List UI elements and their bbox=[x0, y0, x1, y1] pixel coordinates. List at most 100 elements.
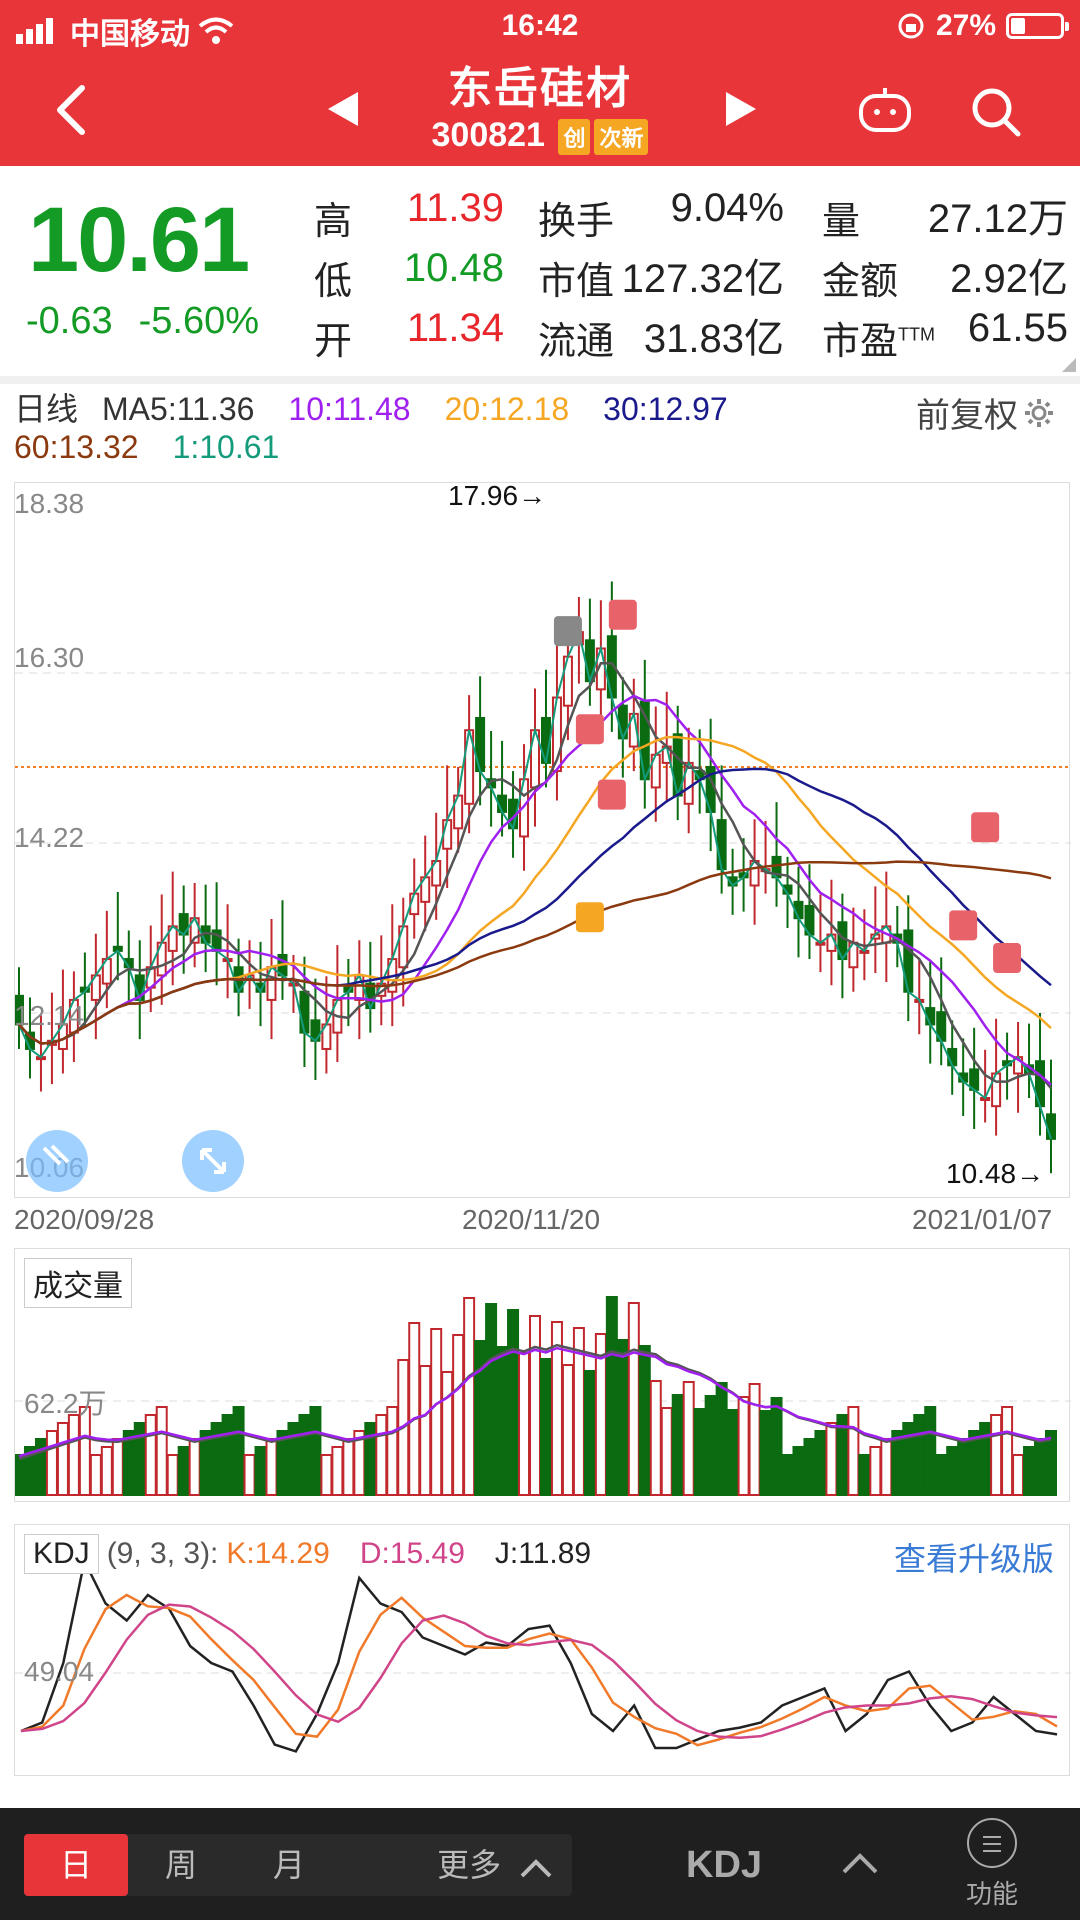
ma60-line bbox=[18, 860, 1052, 1045]
low-annotation: 10.48→ bbox=[946, 1158, 1045, 1189]
kdj-title[interactable]: KDJ bbox=[24, 1534, 99, 1574]
period-tabs: 日 周 月 更多 bbox=[24, 1834, 572, 1896]
volume-bar bbox=[858, 1454, 871, 1496]
date-mid: 2020/11/20 bbox=[462, 1204, 601, 1235]
volume-bar bbox=[869, 1446, 882, 1496]
fullscreen-button[interactable] bbox=[182, 1130, 244, 1192]
tab-day[interactable]: 日 bbox=[24, 1834, 128, 1896]
volume-bar bbox=[737, 1396, 750, 1496]
tab-month[interactable]: 月 bbox=[272, 1847, 305, 1883]
volume-bar bbox=[759, 1410, 772, 1496]
ma5-line bbox=[18, 661, 1052, 1089]
adjust-label[interactable]: 前复权 bbox=[916, 397, 1018, 435]
volume-bar bbox=[364, 1422, 377, 1496]
function-label: 功能 bbox=[966, 1879, 1019, 1909]
volume-bar bbox=[518, 1352, 531, 1496]
search-icon[interactable] bbox=[970, 86, 1022, 138]
volume-bar bbox=[1023, 1446, 1036, 1496]
tab-more[interactable]: 更多 bbox=[344, 1834, 572, 1896]
volume-bar bbox=[45, 1430, 58, 1496]
volume-bar bbox=[375, 1414, 388, 1496]
ma10-line bbox=[18, 694, 1052, 1086]
kdj-svg bbox=[15, 1557, 1071, 1753]
volume-bar bbox=[232, 1406, 245, 1496]
back-arrow-icon[interactable] bbox=[52, 82, 92, 138]
top-header: 中国移动 16:42 27% 东岳硅材 300821 创次新 bbox=[0, 0, 1080, 166]
trade-marker bbox=[949, 910, 978, 941]
volume-bar bbox=[583, 1370, 596, 1496]
volume-chart[interactable] bbox=[13, 1248, 1071, 1502]
volume-bar bbox=[935, 1454, 948, 1496]
volume-bar bbox=[265, 1438, 278, 1496]
indicator-chevron-up-icon[interactable] bbox=[842, 1852, 878, 1874]
kdj-d: D:15.49 bbox=[359, 1537, 465, 1570]
trade-marker bbox=[575, 902, 604, 933]
pe-label-text: 市盈 bbox=[822, 321, 899, 363]
upgrade-link[interactable]: 查看升级版 bbox=[893, 1541, 1054, 1577]
volume-bar bbox=[298, 1414, 311, 1496]
volume-bar bbox=[529, 1315, 541, 1496]
prev-stock-icon[interactable] bbox=[328, 92, 360, 126]
volume-bar bbox=[496, 1346, 509, 1496]
volume-bar bbox=[539, 1358, 552, 1496]
volume-bar bbox=[803, 1438, 816, 1496]
volume-bar bbox=[638, 1345, 651, 1496]
volume-bar bbox=[177, 1446, 190, 1496]
collapse-button[interactable] bbox=[26, 1130, 88, 1192]
status-right: 27% bbox=[896, 9, 1069, 43]
gear-icon[interactable] bbox=[1022, 396, 1056, 430]
trade-marker bbox=[971, 812, 1000, 843]
volume-bar bbox=[792, 1446, 805, 1496]
kdj-j-line bbox=[20, 1557, 1058, 1753]
kdj-level: 49.04 bbox=[24, 1656, 95, 1687]
tab-week[interactable]: 周 bbox=[164, 1847, 197, 1883]
robot-icon[interactable] bbox=[858, 86, 912, 134]
kdj-k-line bbox=[20, 1593, 1058, 1747]
pe-ttm: TTM bbox=[898, 324, 935, 345]
open-value: 11.34 bbox=[406, 306, 504, 350]
stock-code: 300821 bbox=[431, 116, 545, 154]
next-stock-icon[interactable] bbox=[724, 92, 756, 126]
ma10-label: 10:11.48 bbox=[288, 391, 411, 427]
kdj-chart[interactable] bbox=[14, 1524, 1071, 1776]
volume-bar bbox=[814, 1430, 827, 1496]
trade-marker bbox=[597, 779, 626, 810]
volume-bar bbox=[627, 1302, 640, 1496]
volume-bar bbox=[957, 1438, 970, 1496]
adjust-selector[interactable]: 前复权 bbox=[916, 388, 1056, 437]
ma60-label: 60:13.32 bbox=[14, 429, 139, 465]
volume-bar bbox=[913, 1414, 926, 1496]
kline-svg[interactable] bbox=[14, 483, 1071, 1199]
trade-marker bbox=[993, 943, 1022, 974]
volume-bar bbox=[671, 1394, 684, 1496]
status-bar: 中国移动 16:42 27% bbox=[0, 0, 1080, 52]
volume-ma10-line bbox=[18, 1346, 1052, 1458]
open-label: 开 bbox=[314, 321, 353, 363]
clock: 16:42 bbox=[501, 9, 579, 42]
volume-bar bbox=[748, 1383, 761, 1496]
kdj-legend: KDJ (9, 3, 3): K:14.29 D:15.49 J:11.89 bbox=[24, 1534, 591, 1574]
candle-body bbox=[442, 819, 453, 850]
ma20-label: 20:12.18 bbox=[444, 391, 570, 427]
corner-expand-icon[interactable] bbox=[1062, 358, 1076, 372]
volume-value: 27.12万 bbox=[927, 197, 1068, 241]
trade-marker bbox=[608, 599, 637, 630]
indicator-button[interactable]: KDJ bbox=[686, 1844, 763, 1886]
candle-body bbox=[716, 819, 727, 871]
more-label: 更多 bbox=[437, 1847, 502, 1883]
menu-icon bbox=[967, 1818, 1017, 1868]
function-button[interactable]: 功能 bbox=[966, 1818, 1018, 1911]
candle-body bbox=[1046, 1113, 1056, 1140]
divider bbox=[0, 376, 1080, 384]
trade-marker bbox=[575, 714, 604, 745]
volume-title[interactable]: 成交量 bbox=[24, 1258, 132, 1308]
mcap-value: 127.32亿 bbox=[621, 257, 784, 301]
volume-bar bbox=[111, 1438, 124, 1496]
bottom-toolbar: 日 周 月 更多 KDJ 功能 bbox=[0, 1808, 1080, 1920]
kline-chart[interactable] bbox=[14, 482, 1071, 1199]
volume-bar bbox=[100, 1446, 113, 1496]
volume-bar bbox=[946, 1446, 959, 1496]
candle-body bbox=[14, 994, 24, 1026]
volume-bar bbox=[463, 1297, 476, 1496]
volume-bar bbox=[331, 1446, 344, 1496]
